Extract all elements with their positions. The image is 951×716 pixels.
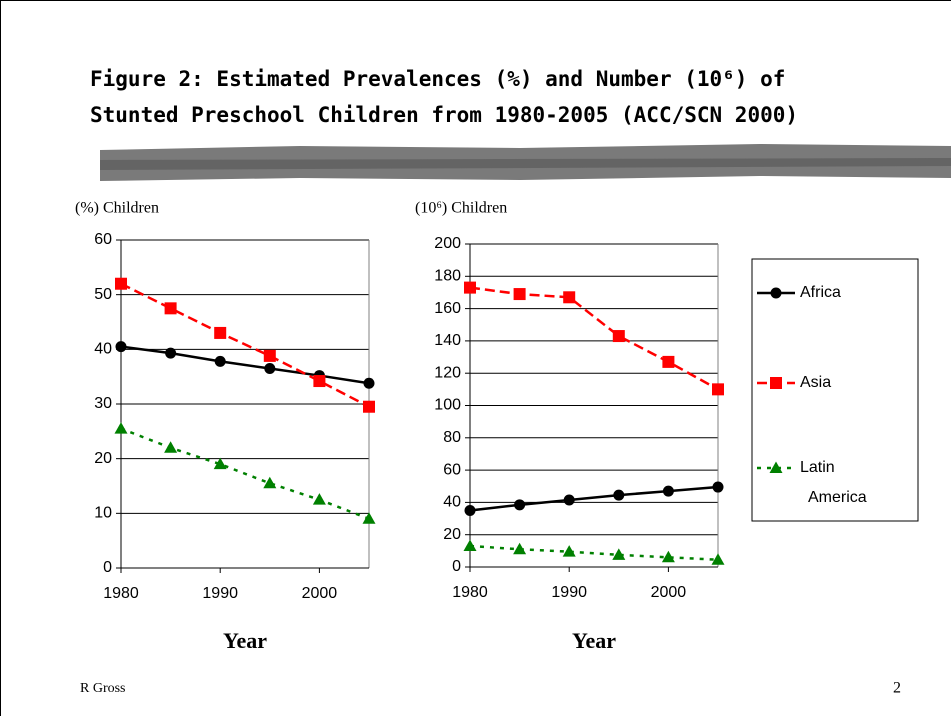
y-tick-label: 60 (443, 461, 461, 478)
y-tick-label: 0 (103, 559, 112, 576)
page-number: 2 (893, 680, 901, 697)
y-tick-label: 10 (94, 505, 112, 522)
y-tick-label: 20 (94, 450, 112, 467)
data-point (116, 341, 127, 352)
y-tick-label: 60 (94, 231, 112, 248)
y-tick-label: 80 (443, 429, 461, 446)
y-tick-label: 180 (434, 268, 461, 285)
y-tick-label: 20 (443, 526, 461, 543)
legend-marker (771, 288, 782, 299)
data-point (663, 486, 674, 497)
x-tick-label: 1990 (202, 585, 238, 602)
x-tick-label: 1980 (103, 585, 139, 602)
data-point (264, 363, 275, 374)
x-tick-label: 1980 (452, 584, 488, 601)
y-tick-label: 30 (94, 395, 112, 412)
data-point (662, 356, 674, 368)
x-tick-label: 1990 (551, 584, 587, 601)
legend-marker (770, 377, 782, 389)
slide-title-line: Figure 2: Estimated Prevalences (%) and … (90, 67, 785, 91)
slide: Figure 2: Estimated Prevalences (%) and … (0, 0, 951, 716)
data-point (613, 490, 624, 501)
y-tick-label: 40 (94, 341, 112, 358)
page: Figure 2: Estimated Prevalences (%) and … (0, 0, 951, 716)
data-point (563, 291, 575, 303)
data-point (613, 330, 625, 342)
legend-label: Asia (800, 374, 831, 391)
data-point (363, 401, 375, 413)
y-tick-label: 140 (434, 332, 461, 349)
y-tick-label: 0 (452, 558, 461, 575)
x-tick-label: 2000 (651, 584, 687, 601)
data-point (215, 356, 226, 367)
x-tick-label: 2000 (302, 585, 338, 602)
data-point (564, 494, 575, 505)
data-point (115, 278, 127, 290)
y-tick-label: 100 (434, 397, 461, 414)
y-tick-label: 40 (443, 494, 461, 511)
y-axis-title: (10⁶) Children (415, 200, 507, 217)
data-point (514, 499, 525, 510)
data-point (464, 282, 476, 294)
y-tick-label: 120 (434, 364, 461, 381)
y-axis-title: (%) Children (75, 200, 159, 217)
legend-label: Africa (800, 284, 841, 301)
x-axis-title: Year (223, 628, 267, 653)
data-point (165, 348, 176, 359)
data-point (165, 302, 177, 314)
slide-title-line: Stunted Preschool Children from 1980-200… (90, 103, 798, 127)
y-tick-label: 50 (94, 286, 112, 303)
footer: R Gross (80, 681, 126, 696)
y-tick-label: 200 (434, 235, 461, 252)
data-point (364, 378, 375, 389)
data-point (712, 383, 724, 395)
data-point (214, 327, 226, 339)
data-point (514, 288, 526, 300)
x-axis-title: Year (572, 628, 616, 653)
data-point (264, 350, 276, 362)
data-point (713, 482, 724, 493)
data-point (465, 505, 476, 516)
data-point (313, 375, 325, 387)
y-tick-label: 160 (434, 300, 461, 317)
